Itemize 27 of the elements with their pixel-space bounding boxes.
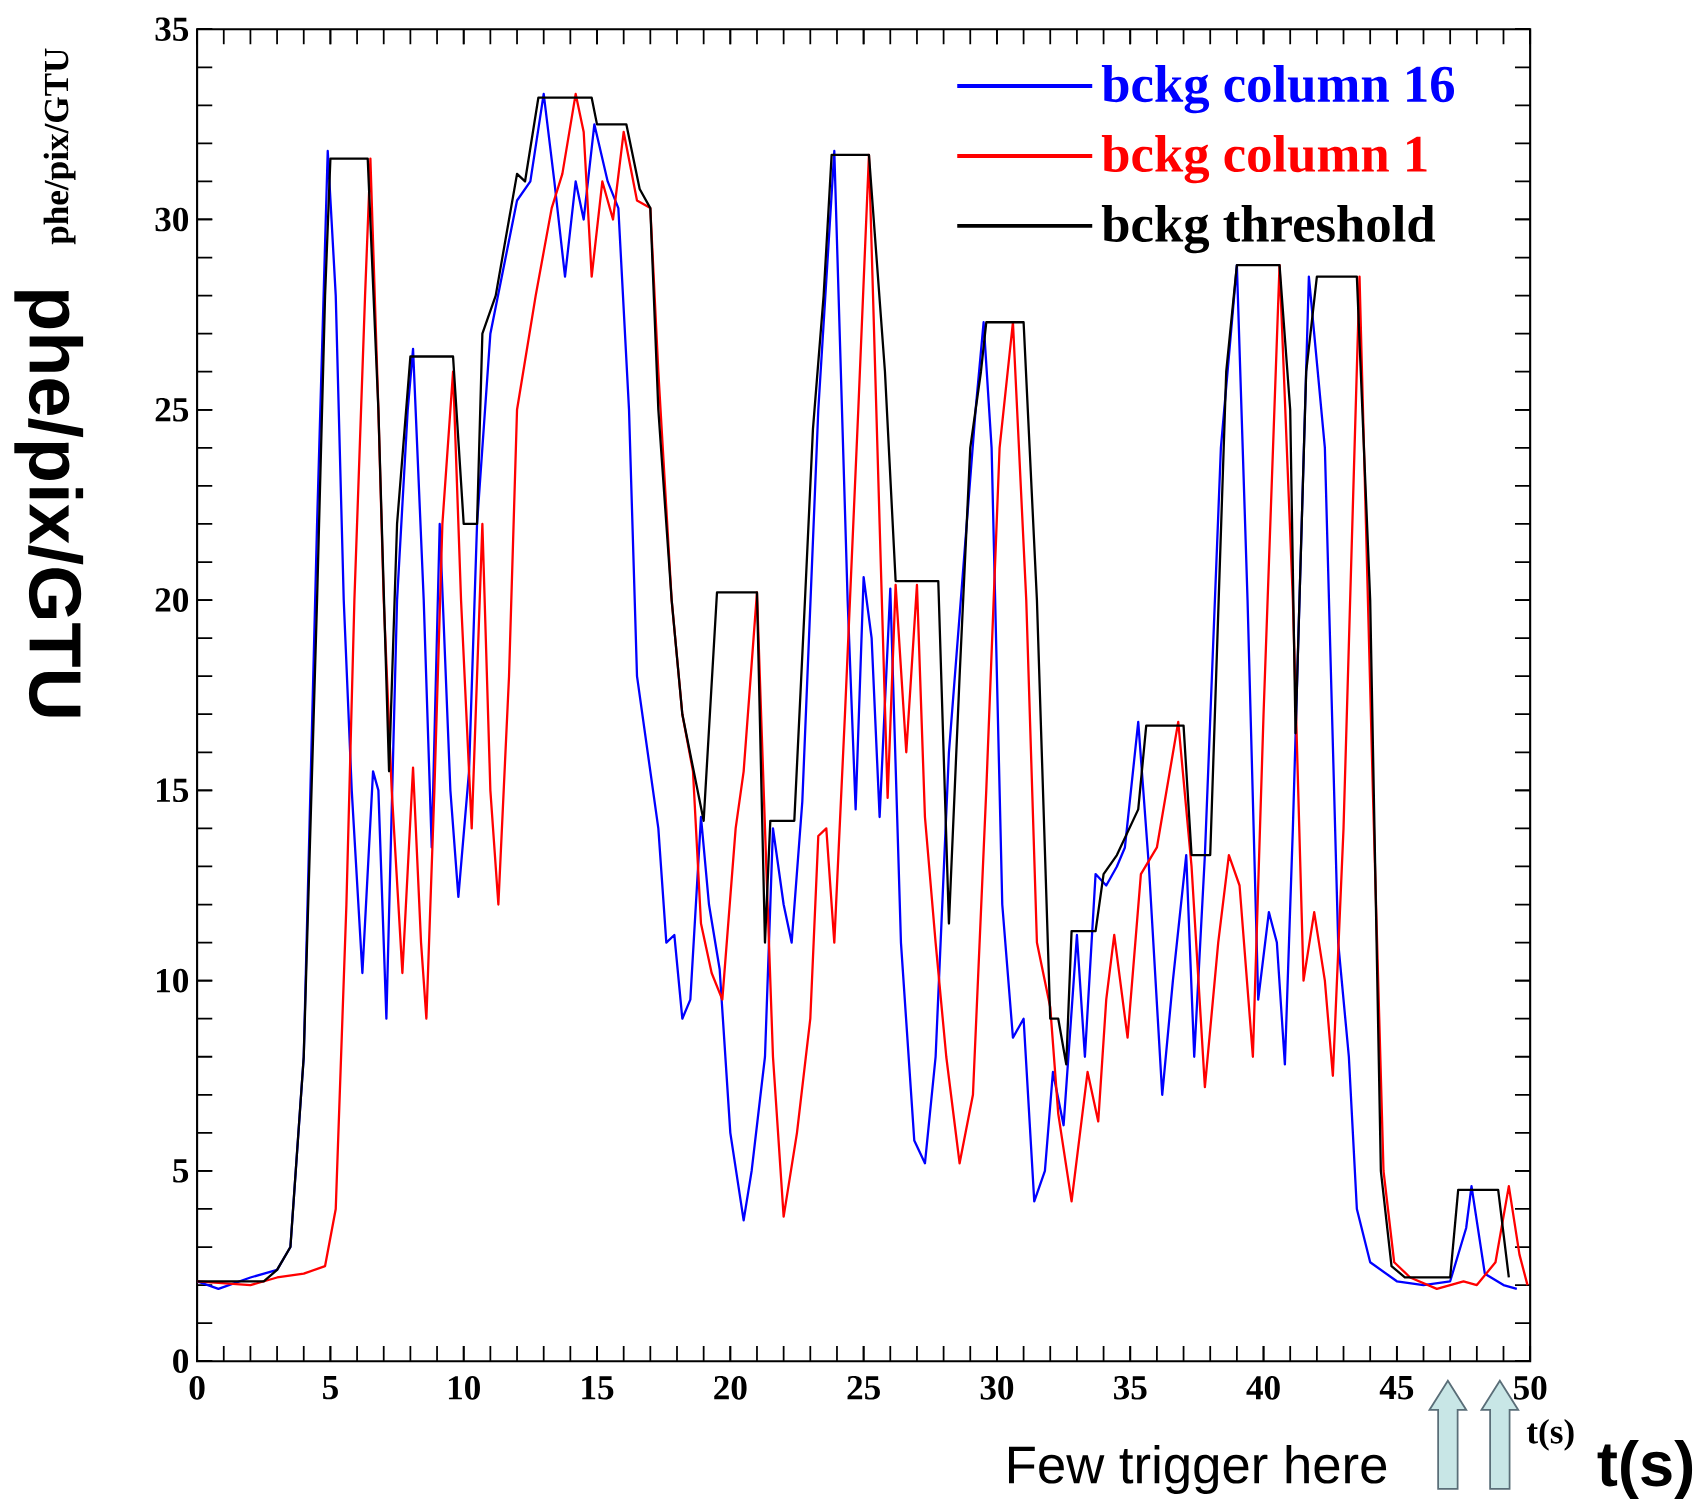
text: Few trigger here: [1009, 1444, 1387, 1495]
x-axis-title: t(s): [1597, 1439, 1693, 1499]
x-tick-label: 40: [1246, 1375, 1280, 1400]
text: t(s): [1526, 1418, 1574, 1451]
text: phe/pix/GTU: [43, 48, 76, 245]
y-tick-label: 20: [155, 588, 189, 612]
x-tick-label: 10: [448, 1375, 480, 1400]
y-tick-label: 30: [155, 207, 189, 232]
y-tick-label: 35: [155, 17, 189, 42]
legend-label: bckg threshold: [1101, 205, 1436, 254]
x-tick-label: 0: [189, 1375, 205, 1400]
legend-label: bckg column 1: [1101, 135, 1427, 184]
x-tick-label: 45: [1379, 1375, 1414, 1400]
y-tick-label: 15: [157, 778, 189, 803]
x-tick-label: 30: [980, 1375, 1014, 1400]
x-tick-label: 20: [714, 1375, 747, 1400]
x-tick-label: 35: [1113, 1375, 1147, 1400]
y-tick-label: 25: [155, 397, 189, 422]
y-axis-title: phe/pix/GTU: [14, 291, 84, 717]
legend-label: bckg column 16: [1101, 65, 1455, 114]
x-tick-label: 25: [847, 1375, 880, 1400]
y-tick-label: 5: [173, 1159, 189, 1183]
y-tick-label: 10: [157, 968, 189, 993]
x-tick-label: 15: [582, 1375, 614, 1400]
y-tick-label: 0: [173, 1349, 189, 1374]
x-tick-label: 5: [323, 1375, 338, 1400]
x-tick-label: 50: [1514, 1375, 1547, 1400]
